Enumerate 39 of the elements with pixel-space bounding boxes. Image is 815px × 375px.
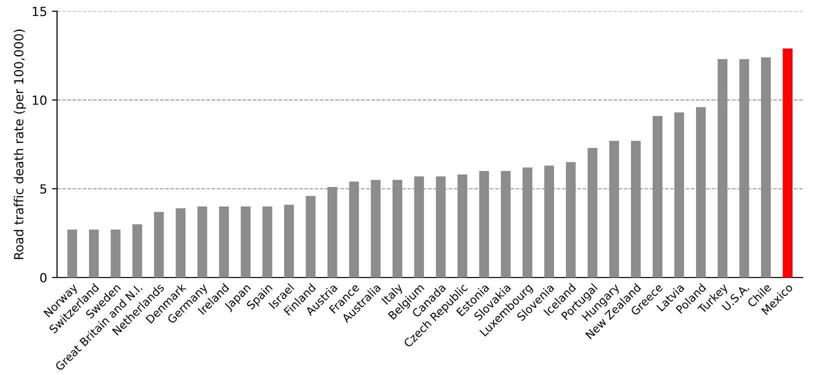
bar [306, 196, 316, 278]
bar [349, 182, 359, 278]
bar [370, 180, 381, 278]
bar [739, 59, 750, 278]
bar [132, 224, 142, 278]
bar [67, 230, 78, 278]
bar [436, 176, 446, 278]
bar [652, 116, 662, 278]
bar [479, 171, 489, 278]
bar [219, 206, 229, 278]
bar [674, 112, 684, 278]
bar [284, 204, 294, 278]
bar [761, 57, 771, 278]
bar [240, 206, 251, 278]
y-tick-label: 10 [32, 95, 46, 105]
bar [327, 186, 338, 278]
bar [718, 59, 728, 278]
bar [588, 148, 598, 278]
bar [414, 176, 424, 278]
bar [782, 48, 792, 278]
bar [458, 174, 468, 278]
y-axis-title: Road traffic death rate (per 100,000) [14, 30, 26, 260]
bar [500, 171, 511, 278]
bar [262, 206, 272, 278]
bar [197, 206, 208, 278]
bar [522, 167, 532, 278]
y-tick-label: 5 [40, 184, 46, 194]
bar [176, 208, 186, 278]
bar [89, 230, 99, 278]
bar [609, 140, 620, 278]
bar [154, 212, 164, 278]
bar [566, 162, 576, 278]
bar [392, 180, 402, 278]
bar [110, 230, 120, 278]
bar [696, 107, 706, 278]
y-tick-label: 15 [32, 6, 46, 16]
bar [544, 166, 554, 278]
bar [630, 140, 641, 278]
y-tick-label: 0 [40, 272, 46, 282]
